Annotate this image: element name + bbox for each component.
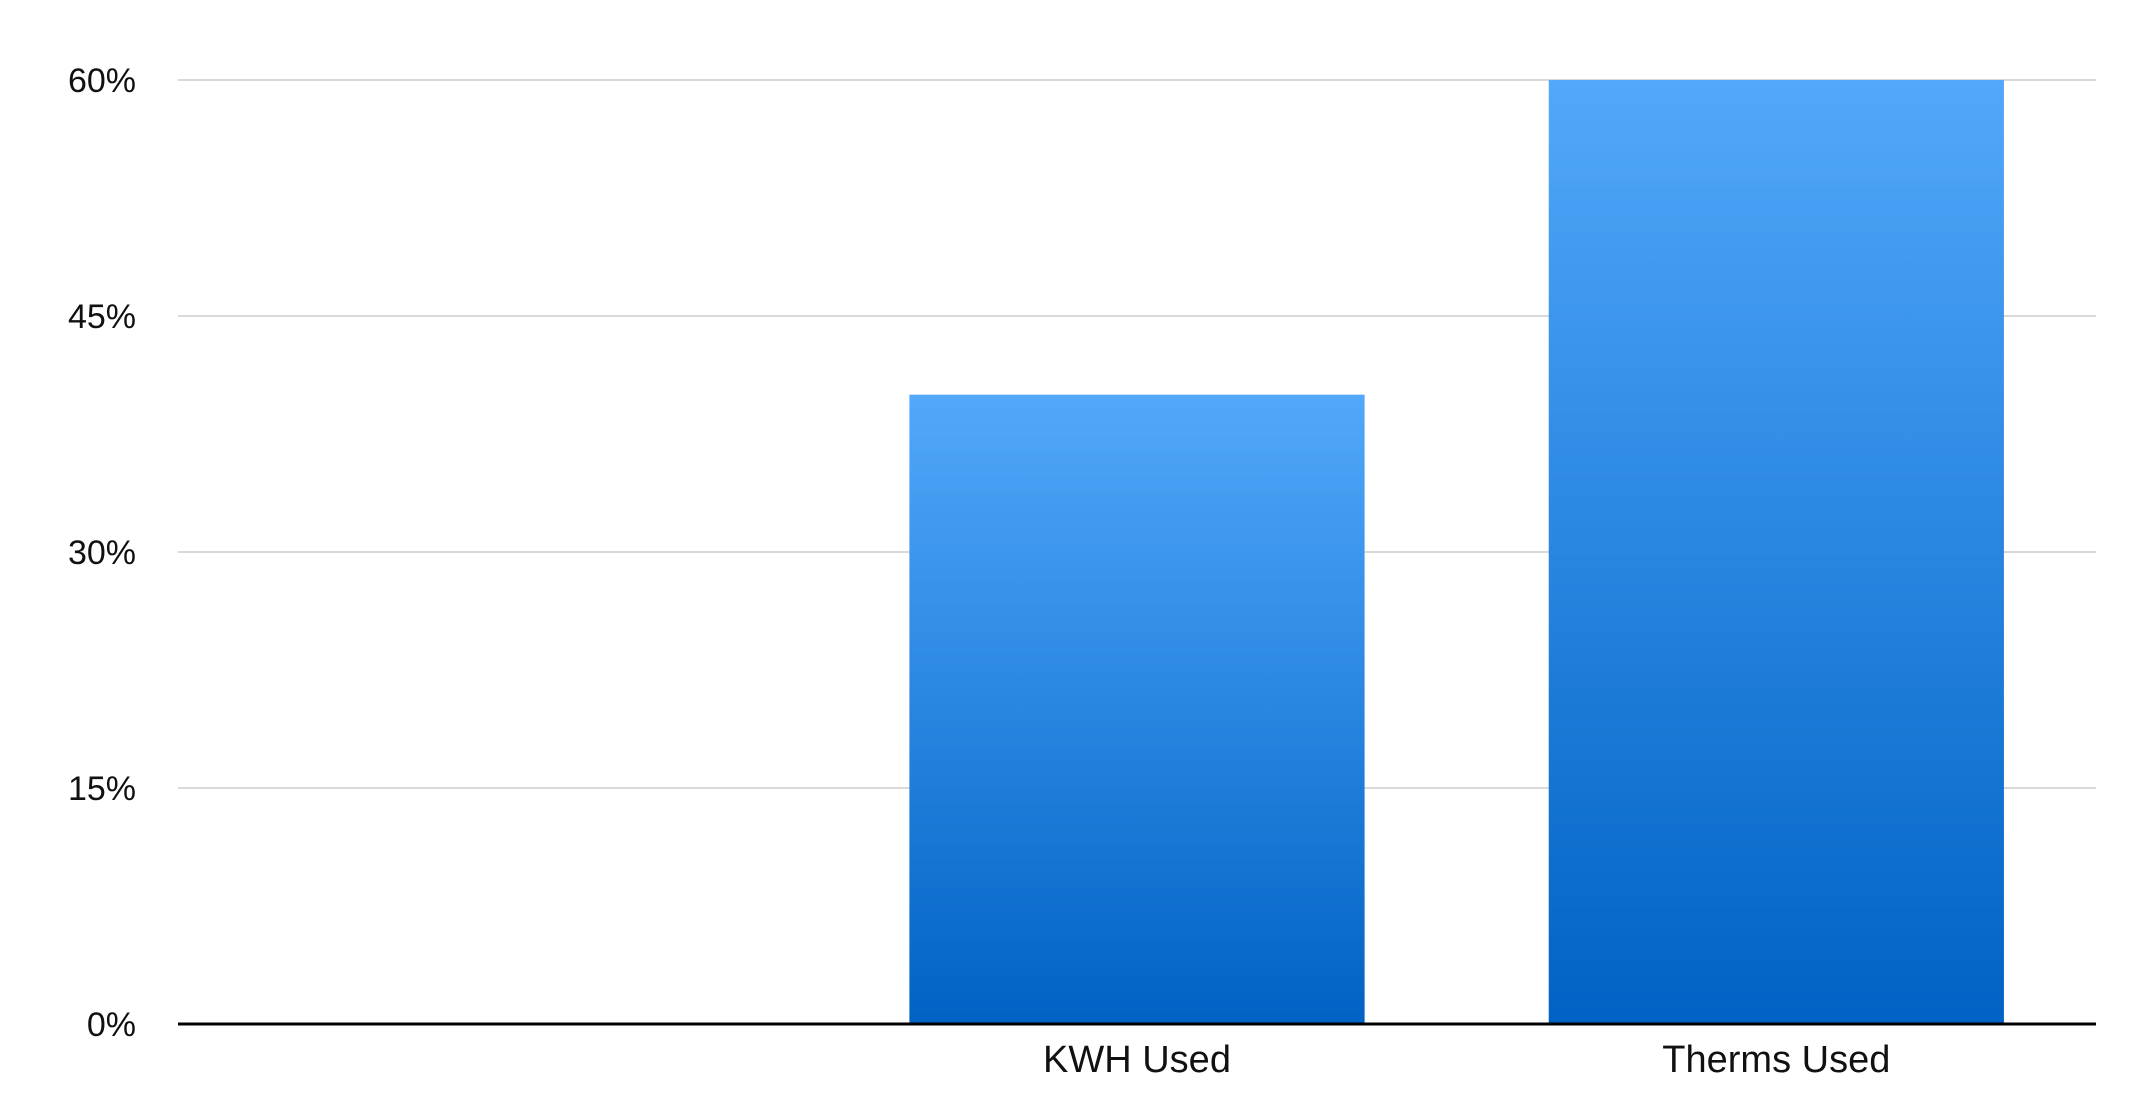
y-tick-label: 60% bbox=[68, 62, 136, 100]
bars bbox=[909, 80, 2004, 1025]
y-tick-label: 0% bbox=[87, 1006, 136, 1044]
bar bbox=[1548, 80, 2004, 1024]
y-tick-label: 45% bbox=[68, 298, 136, 336]
bar bbox=[909, 394, 1365, 1025]
y-tick-label: 30% bbox=[68, 534, 136, 572]
y-axis-tick-labels: 0% 15% 30% 45% 60% bbox=[68, 62, 136, 1044]
x-axis-category-labels: KWH Used Therms Used bbox=[1043, 1039, 1890, 1081]
x-category-label: KWH Used bbox=[1043, 1039, 1231, 1081]
y-tick-label: 15% bbox=[68, 770, 136, 808]
x-category-label: Therms Used bbox=[1662, 1039, 1890, 1081]
